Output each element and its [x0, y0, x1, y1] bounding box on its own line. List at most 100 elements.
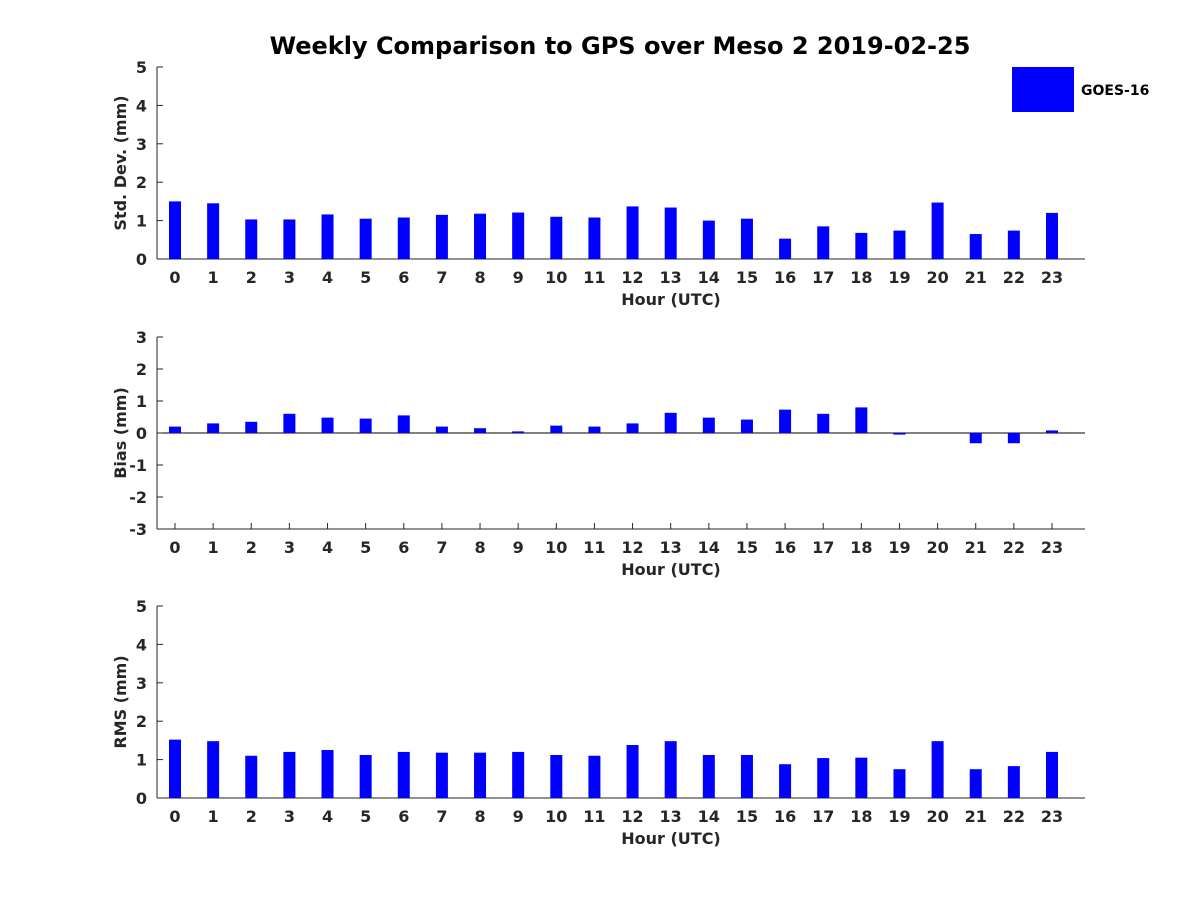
chart-title: Weekly Comparison to GPS over Meso 2 201… — [270, 32, 971, 60]
bar-hour-10 — [550, 216, 563, 259]
y-tick-label: 5 — [136, 58, 147, 77]
bar-hour-11 — [588, 755, 601, 798]
x-tick-label: 15 — [736, 538, 758, 557]
bar-hour-21 — [969, 433, 982, 444]
bar-hour-14 — [702, 417, 715, 433]
x-tick-label: 18 — [850, 268, 872, 287]
bar-hour-10 — [550, 754, 563, 798]
x-tick-label: 16 — [774, 807, 796, 826]
x-tick-label: 17 — [812, 807, 834, 826]
bar-hour-19 — [893, 230, 906, 259]
bar-hour-5 — [359, 218, 372, 259]
x-tick-label: 21 — [965, 268, 987, 287]
bar-hour-16 — [779, 764, 792, 798]
x-tick-label: 9 — [513, 538, 524, 557]
y-tick-label: 1 — [136, 392, 147, 411]
bar-hour-14 — [702, 220, 715, 259]
x-tick-label: 1 — [208, 268, 219, 287]
bar-hour-14 — [702, 754, 715, 798]
bar-hour-22 — [1007, 766, 1020, 798]
bar-hour-7 — [435, 426, 448, 433]
bar-hour-1 — [207, 203, 220, 259]
bar-hour-13 — [664, 207, 677, 259]
x-tick-label: 13 — [660, 807, 682, 826]
x-tick-label: 15 — [736, 268, 758, 287]
x-tick-label: 12 — [621, 538, 643, 557]
y-tick-label: 4 — [136, 635, 147, 654]
legend: GOES-16 — [1012, 67, 1149, 112]
bar-hour-0 — [169, 201, 181, 259]
x-tick-label: 20 — [926, 538, 948, 557]
y-tick-label: 1 — [136, 212, 147, 231]
x-tick-label: 4 — [322, 268, 333, 287]
y-tick-label: 5 — [136, 597, 147, 616]
bar-hour-18 — [855, 232, 868, 259]
bar-hour-23 — [1045, 430, 1058, 433]
x-tick-label: 18 — [850, 538, 872, 557]
bar-hour-6 — [397, 415, 410, 433]
x-tick-label: 3 — [284, 807, 295, 826]
x-tick-label: 2 — [246, 268, 257, 287]
x-tick-label: 4 — [322, 538, 333, 557]
bar-hour-12 — [626, 206, 639, 259]
x-tick-label: 10 — [545, 807, 567, 826]
bar-hour-10 — [550, 425, 563, 433]
x-tick-label: 19 — [888, 807, 910, 826]
bar-hour-23 — [1045, 751, 1058, 798]
x-tick-label: 5 — [360, 268, 371, 287]
bar-hour-2 — [245, 219, 258, 259]
x-tick-label: 5 — [360, 807, 371, 826]
x-tick-label: 15 — [736, 807, 758, 826]
bar-hour-17 — [817, 413, 830, 433]
y-tick-label: 3 — [136, 674, 147, 693]
y-axis-label: RMS (mm) — [111, 655, 130, 748]
x-tick-label: 2 — [246, 538, 257, 557]
x-tick-label: 7 — [436, 538, 447, 557]
x-tick-label: 18 — [850, 807, 872, 826]
x-tick-label: 6 — [398, 807, 409, 826]
x-tick-label: 9 — [513, 268, 524, 287]
x-tick-label: 20 — [926, 807, 948, 826]
x-tick-label: 14 — [698, 538, 720, 557]
bar-hour-18 — [855, 757, 868, 798]
bar-hour-16 — [779, 409, 792, 433]
x-tick-label: 23 — [1041, 538, 1063, 557]
x-tick-label: 22 — [1003, 538, 1025, 557]
bar-hour-21 — [969, 769, 982, 798]
x-tick-label: 5 — [360, 538, 371, 557]
bar-hour-11 — [588, 426, 601, 433]
y-tick-label: -2 — [129, 488, 147, 507]
x-tick-label: 0 — [169, 268, 180, 287]
bar-hour-23 — [1045, 212, 1058, 259]
x-tick-label: 7 — [436, 268, 447, 287]
x-tick-label: 1 — [208, 538, 219, 557]
y-tick-label: 3 — [136, 135, 147, 154]
bar-hour-2 — [245, 755, 258, 798]
x-tick-label: 6 — [398, 538, 409, 557]
bar-hour-19 — [893, 769, 906, 798]
x-axis-label: Hour (UTC) — [621, 829, 721, 848]
x-tick-label: 0 — [169, 538, 180, 557]
y-axis-label: Std. Dev. (mm) — [111, 95, 130, 230]
bar-hour-5 — [359, 418, 372, 433]
x-tick-label: 13 — [660, 538, 682, 557]
bar-hour-1 — [207, 741, 220, 798]
bar-hour-1 — [207, 423, 220, 433]
x-tick-label: 11 — [583, 538, 605, 557]
y-tick-label: 1 — [136, 751, 147, 770]
bar-hour-18 — [855, 407, 868, 433]
x-tick-label: 10 — [545, 268, 567, 287]
bar-hour-4 — [321, 750, 334, 798]
y-tick-label: 0 — [136, 250, 147, 269]
bar-hour-15 — [740, 754, 753, 798]
x-tick-label: 22 — [1003, 807, 1025, 826]
bar-hour-19 — [893, 433, 906, 435]
x-tick-label: 2 — [246, 807, 257, 826]
x-tick-label: 11 — [583, 807, 605, 826]
x-tick-label: 22 — [1003, 268, 1025, 287]
legend-label-goes16: GOES-16 — [1081, 83, 1149, 99]
x-axis-label: Hour (UTC) — [621, 560, 721, 579]
